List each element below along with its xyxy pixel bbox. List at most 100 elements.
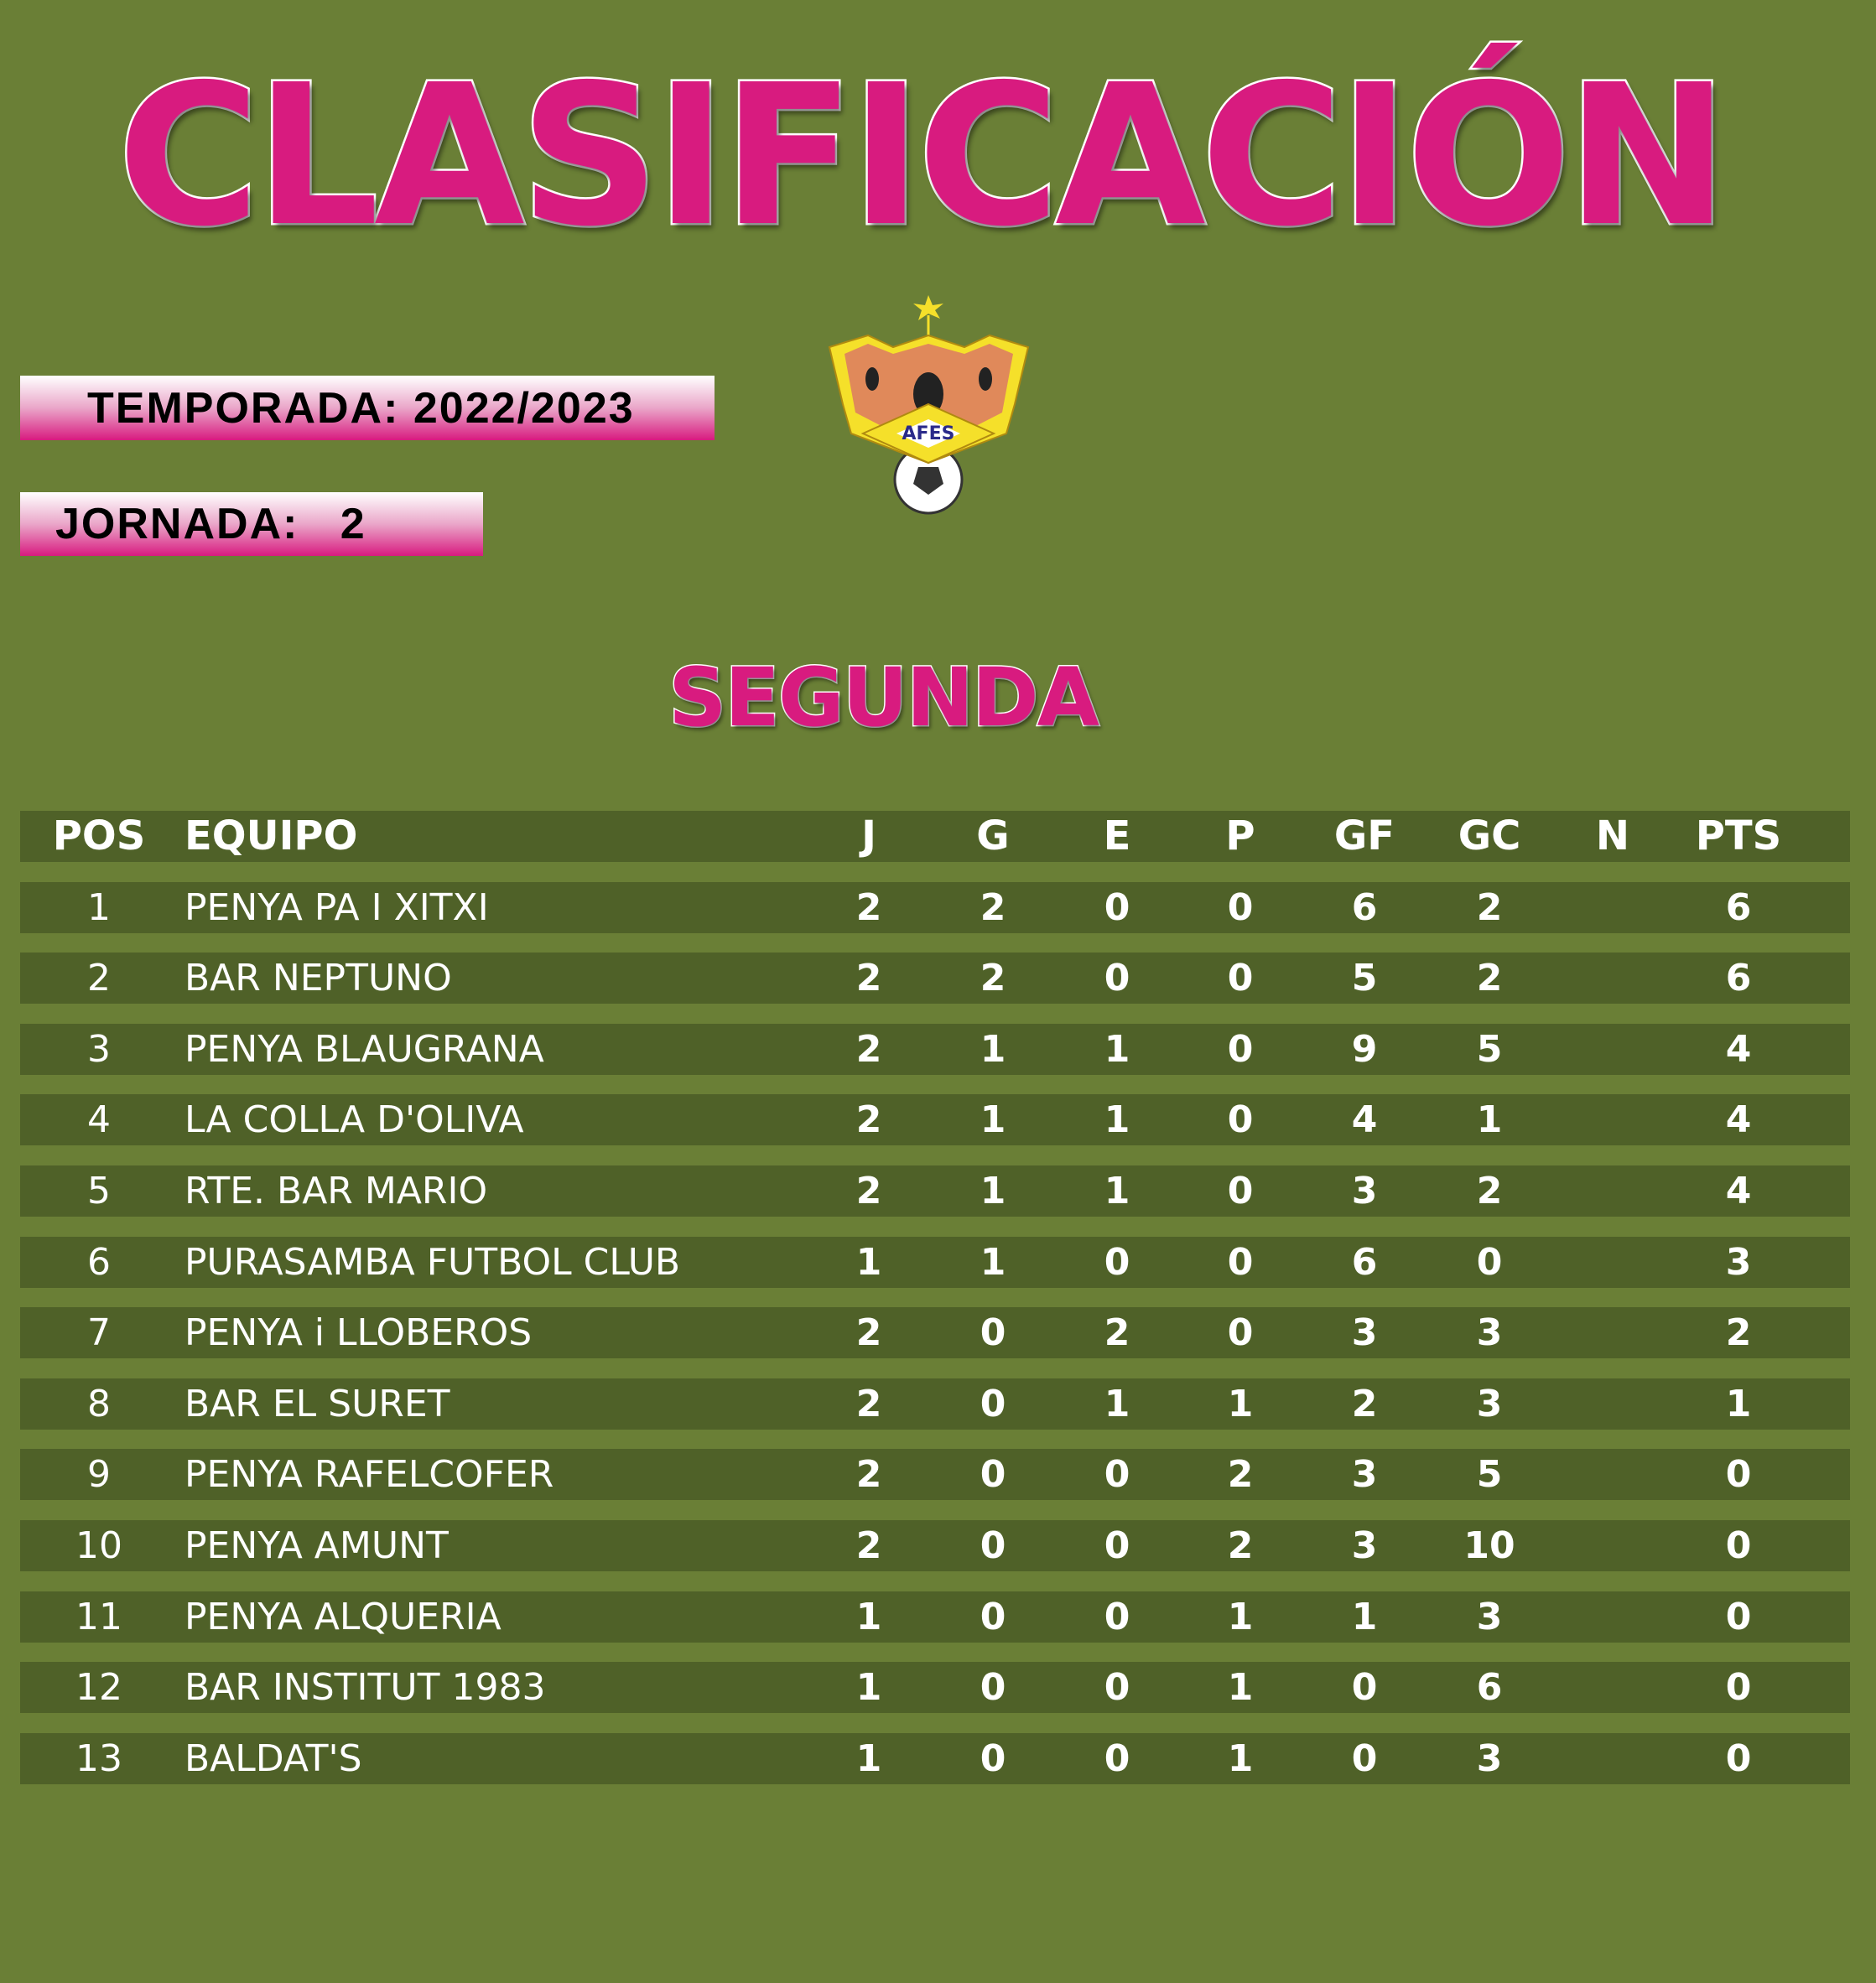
cell-goals-for: 6 <box>1351 885 1378 929</box>
cell-drawn: 0 <box>1104 1595 1130 1638</box>
cell-won: 0 <box>980 1666 1006 1710</box>
cell-played: 1 <box>855 1240 882 1284</box>
cell-team: BAR NEPTUNO <box>184 957 452 1000</box>
cell-goals-for: 9 <box>1351 1027 1378 1071</box>
cell-n <box>1562 1662 1663 1713</box>
cell-points: 0 <box>1725 1524 1752 1567</box>
cell-goals-for: 3 <box>1351 1453 1378 1497</box>
cell-goals-against: 0 <box>1476 1240 1503 1284</box>
cell-goals-against: 3 <box>1476 1595 1503 1638</box>
table-row: 7 PENYA i LLOBEROS 2 0 2 0 3 3 2 <box>20 1307 1850 1359</box>
cell-lost: 1 <box>1227 1382 1254 1425</box>
cell-won: 0 <box>980 1524 1006 1567</box>
cell-won: 2 <box>980 957 1006 1000</box>
cell-n <box>1562 1591 1663 1643</box>
cell-goals-for: 3 <box>1351 1169 1378 1212</box>
cell-lost: 2 <box>1227 1453 1254 1497</box>
header-drawn: E <box>1103 812 1131 859</box>
logo-text: AFES <box>902 423 955 444</box>
cell-played: 2 <box>855 1382 882 1425</box>
cell-points: 6 <box>1725 957 1752 1000</box>
cell-drawn: 0 <box>1104 1240 1130 1284</box>
cell-goals-for: 1 <box>1351 1595 1378 1638</box>
cell-n <box>1562 1378 1663 1430</box>
cell-played: 2 <box>855 1169 882 1212</box>
cell-lost: 0 <box>1227 957 1254 1000</box>
cell-drawn: 0 <box>1104 1453 1130 1497</box>
cell-n <box>1562 1520 1663 1571</box>
standings-table: POS EQUIPO J G E P GF GC N PTS 1 PENYA PA I XITXI 2… <box>20 811 1850 1784</box>
cell-lost: 1 <box>1227 1595 1254 1638</box>
cell-n <box>1562 1165 1663 1217</box>
cell-played: 2 <box>855 1027 882 1071</box>
table-row: 1 PENYA PA I XITXI 2 2 0 0 6 2 6 <box>20 881 1850 933</box>
table-row: 6 PURASAMBA FUTBOL CLUB 1 1 0 0 6 0 3 <box>20 1236 1850 1288</box>
cell-goals-against: 2 <box>1476 1169 1503 1212</box>
table-row: 9 PENYA RAFELCOFER 2 0 0 2 3 5 0 <box>20 1449 1850 1501</box>
cell-lost: 0 <box>1227 1098 1254 1142</box>
header-pos: POS <box>52 812 146 859</box>
cell-pos: 4 <box>87 1098 111 1142</box>
cell-drawn: 1 <box>1104 1098 1130 1142</box>
cell-goals-against: 10 <box>1463 1524 1515 1567</box>
cell-team: PENYA PA I XITXI <box>184 885 489 929</box>
cell-drawn: 0 <box>1104 957 1130 1000</box>
cell-won: 1 <box>980 1027 1006 1071</box>
cell-goals-against: 5 <box>1476 1027 1503 1071</box>
cell-points: 0 <box>1725 1453 1752 1497</box>
cell-goals-against: 2 <box>1476 885 1503 929</box>
cell-n <box>1562 953 1663 1004</box>
cell-drawn: 0 <box>1104 1524 1130 1567</box>
cell-points: 3 <box>1725 1240 1752 1284</box>
cell-played: 2 <box>855 885 882 929</box>
cell-pos: 9 <box>87 1453 111 1497</box>
cell-played: 2 <box>855 1524 882 1567</box>
cell-pos: 12 <box>75 1666 122 1710</box>
cell-pos: 3 <box>87 1027 111 1071</box>
cell-lost: 0 <box>1227 1311 1254 1355</box>
table-row: 3 PENYA BLAUGRANA 2 1 1 0 9 5 4 <box>20 1023 1850 1075</box>
cell-team: BALDAT'S <box>184 1736 362 1780</box>
table-row: 2 BAR NEPTUNO 2 2 0 0 5 2 6 <box>20 953 1850 1004</box>
cell-points: 4 <box>1725 1098 1752 1142</box>
table-row: 4 LA COLLA D'OLIVA 2 1 1 0 4 1 4 <box>20 1094 1850 1146</box>
cell-lost: 1 <box>1227 1736 1254 1780</box>
cell-played: 1 <box>855 1736 882 1780</box>
cell-points: 4 <box>1725 1169 1752 1212</box>
table-row: 13 BALDAT'S 1 0 0 1 0 3 0 <box>20 1732 1850 1784</box>
cell-lost: 0 <box>1227 1169 1254 1212</box>
cell-pos: 10 <box>75 1524 122 1567</box>
cell-played: 2 <box>855 1453 882 1497</box>
cell-goals-against: 3 <box>1476 1311 1503 1355</box>
cell-goals-for: 6 <box>1351 1240 1378 1284</box>
table-row: 8 BAR EL SURET 2 0 1 1 2 3 1 <box>20 1378 1850 1430</box>
cell-drawn: 1 <box>1104 1027 1130 1071</box>
cell-goals-against: 6 <box>1476 1666 1503 1710</box>
cell-points: 0 <box>1725 1736 1752 1780</box>
page-title: CLASIFICACIÓN <box>116 43 1732 269</box>
cell-points: 0 <box>1725 1666 1752 1710</box>
cell-goals-against: 3 <box>1476 1736 1503 1780</box>
cell-won: 0 <box>980 1595 1006 1638</box>
cell-lost: 0 <box>1227 885 1254 929</box>
cell-drawn: 1 <box>1104 1169 1130 1212</box>
cell-points: 1 <box>1725 1382 1752 1425</box>
cell-n <box>1562 882 1663 933</box>
cell-won: 0 <box>980 1382 1006 1425</box>
cell-team: PURASAMBA FUTBOL CLUB <box>184 1240 681 1284</box>
cell-played: 2 <box>855 1098 882 1142</box>
cell-goals-for: 3 <box>1351 1311 1378 1355</box>
cell-drawn: 0 <box>1104 1736 1130 1780</box>
cell-played: 2 <box>855 957 882 1000</box>
cell-pos: 5 <box>87 1169 111 1212</box>
table-row: 12 BAR INSTITUT 1983 1 0 0 1 0 6 0 <box>20 1662 1850 1714</box>
cell-team: PENYA i LLOBEROS <box>184 1311 533 1355</box>
table-row: 11 PENYA ALQUERIA 1 0 0 1 1 3 0 <box>20 1591 1850 1643</box>
header-played: J <box>861 812 876 859</box>
cell-team: LA COLLA D'OLIVA <box>184 1098 524 1142</box>
header-points: PTS <box>1695 812 1782 859</box>
cell-drawn: 1 <box>1104 1382 1130 1425</box>
cell-points: 2 <box>1725 1311 1752 1355</box>
season-value: 2022/2023 <box>413 383 635 433</box>
matchday-banner: JORNADA: 2 <box>20 492 483 556</box>
